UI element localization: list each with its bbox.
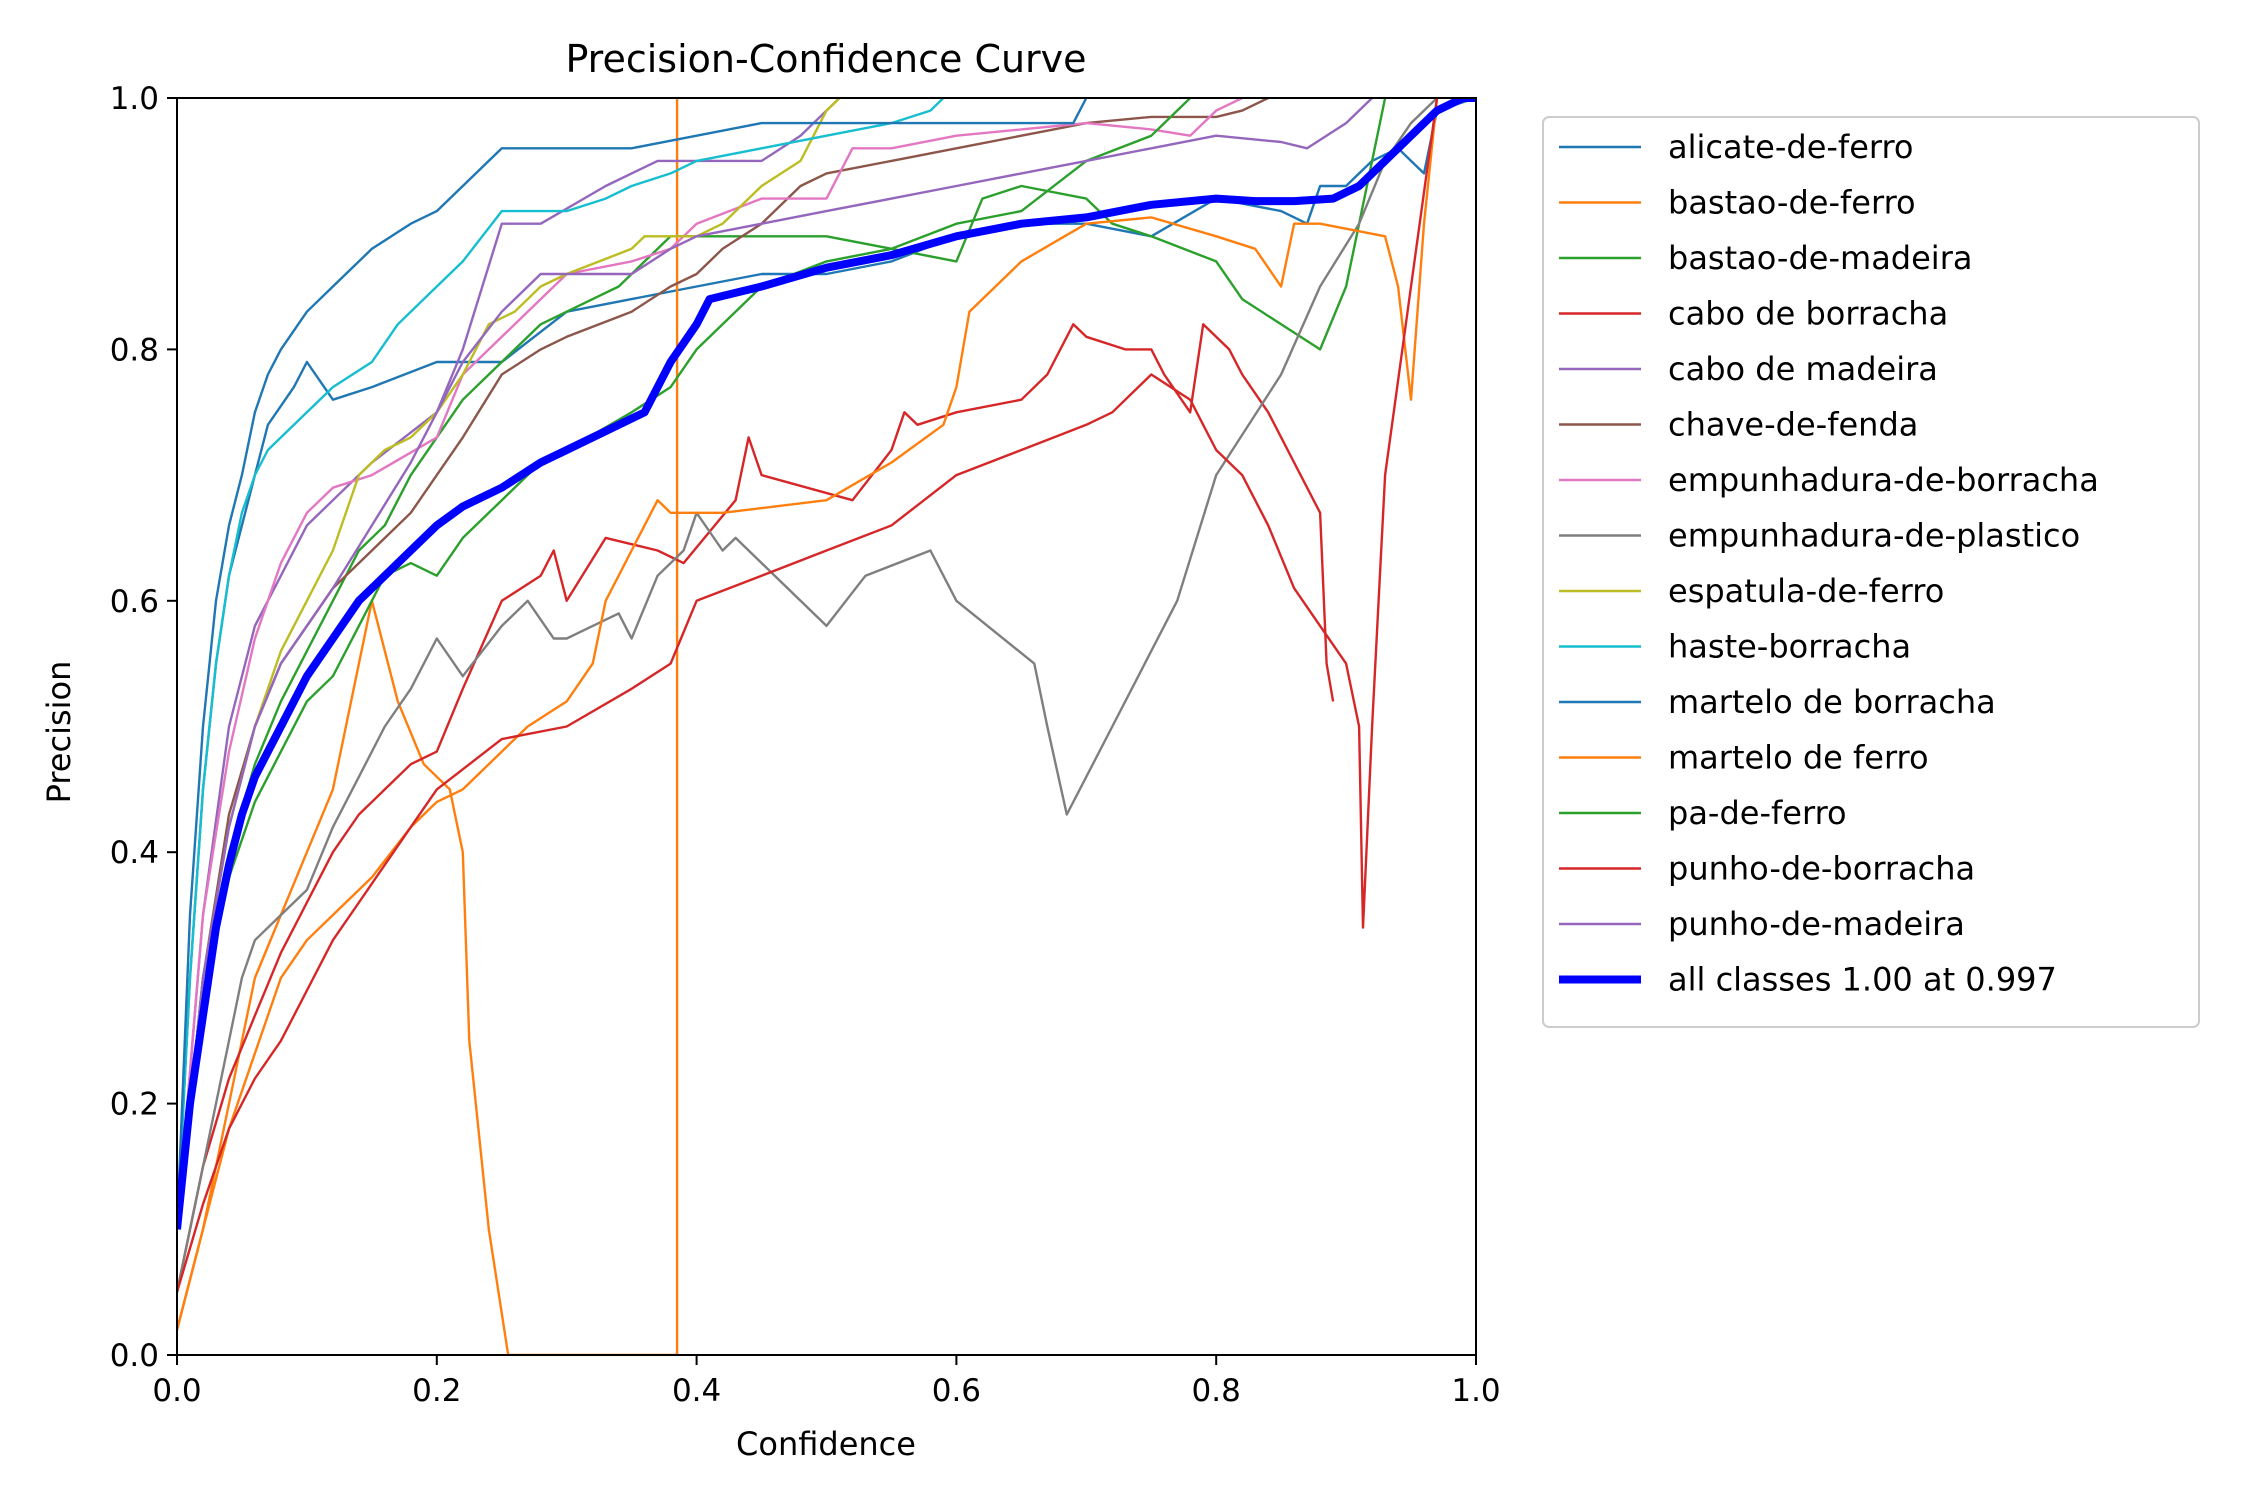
chart-title: Precision-Confidence Curve [565, 37, 1086, 81]
x-tick-label: 0.6 [932, 1373, 981, 1409]
y-tick-label: 0.2 [110, 1087, 159, 1123]
legend-label: chave-de-fenda [1668, 406, 1918, 444]
legend-label: cabo de madeira [1668, 350, 1938, 388]
legend-label: punho-de-borracha [1668, 850, 1975, 888]
plot-area [176, 97, 1477, 1356]
series-line-all-classes [177, 98, 1476, 1230]
legend: alicate-de-ferro bastao-de-ferro bastao-de… [1542, 116, 2200, 1028]
series-line-class-6 [177, 98, 1243, 1230]
legend-label: martelo de ferro [1668, 739, 1929, 777]
y-tick-label: 0.0 [110, 1338, 159, 1374]
x-tick-label: 0.2 [412, 1373, 461, 1409]
legend-label: cabo de borracha [1668, 295, 1948, 333]
y-tick-label: 0.4 [110, 835, 159, 871]
x-axis-label: Confidence [736, 1425, 916, 1463]
series-line-class-14 [177, 98, 1373, 1230]
legend-label: bastao-de-ferro [1668, 184, 1916, 222]
legend-label: martelo de borracha [1668, 683, 1996, 721]
series-line-class-10 [177, 98, 1088, 1230]
series-line-class-7 [177, 98, 1438, 1293]
series-line-class-9 [177, 98, 945, 1230]
x-tick-label: 0.0 [152, 1373, 201, 1409]
legend-label: empunhadura-de-plastico [1668, 517, 2080, 555]
series-line-class-13 [177, 98, 1439, 1293]
series-line-class-8 [177, 98, 841, 1230]
legend-label: alicate-de-ferro [1668, 128, 1914, 166]
y-axis-label: Precision [40, 661, 78, 804]
x-tick-label: 0.4 [672, 1373, 721, 1409]
x-tick-label: 1.0 [1451, 1373, 1500, 1409]
legend-label: all classes 1.00 at 0.997 [1668, 961, 2057, 999]
legend-label: pa-de-ferro [1668, 794, 1847, 832]
legend-label: bastao-de-madeira [1668, 239, 1972, 277]
series-line-class-3 [177, 323, 1335, 1293]
plot-frame [176, 97, 1477, 1356]
x-tick-label: 0.8 [1192, 1373, 1241, 1409]
legend-label: haste-borracha [1668, 628, 1911, 666]
legend-box [1542, 116, 2200, 1028]
y-tick-label: 1.0 [110, 81, 159, 117]
y-tick-label: 0.8 [110, 332, 159, 368]
series-line-class-1 [177, 98, 679, 1355]
y-tick-label: 0.6 [110, 584, 159, 620]
series-line-class-11 [177, 98, 1439, 1331]
axis-ticks: 0.0 0.2 0.4 0.6 0.8 1.0 0.0 0.2 0.4 0.6 0.8 1.0 [110, 81, 1501, 1409]
legend-label: espatula-de-ferro [1668, 572, 1944, 610]
series-line-class-4 [177, 98, 841, 1230]
legend-label: punho-de-madeira [1668, 905, 1965, 943]
series-line-class-2 [177, 98, 1387, 1230]
legend-label: empunhadura-de-borracha [1668, 461, 2099, 499]
